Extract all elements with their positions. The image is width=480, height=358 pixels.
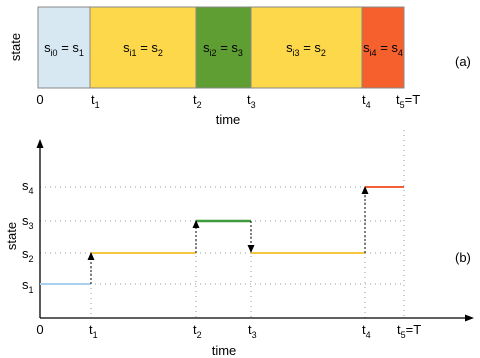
panel-a-ylabel: state — [8, 33, 23, 61]
state-label-s1: s1 — [22, 277, 34, 295]
segment-i2 — [195, 6, 252, 89]
panel-b-tick-t1: t1 — [89, 322, 98, 340]
transition-arrowhead-t4 — [361, 186, 369, 194]
panel-a-tick-t5: t5=T — [396, 92, 420, 110]
panel-a: state si0 = s1 si1 = s2 si2 = s3 si3 = s… — [8, 6, 471, 127]
transition-arrows — [90, 193, 366, 284]
panel-b-tick-t5: t5=T — [397, 322, 421, 340]
panel-b-tick-t2: t2 — [193, 322, 202, 340]
segment-i2-label: si2 = s3 — [203, 40, 243, 58]
transition-arrowhead-t2 — [192, 220, 200, 228]
transition-arrowhead-t1 — [87, 252, 95, 260]
panel-b-x-axis-arrowhead — [465, 314, 474, 322]
segment-i0-label: si0 = s1 — [44, 40, 84, 58]
transition-arrowhead-t3 — [247, 245, 255, 253]
panel-a-tick-0: 0 — [36, 92, 43, 107]
segment-i3-label: si3 = s2 — [286, 40, 326, 58]
segment-i4-label: si4 = s4 — [363, 40, 403, 58]
panel-a-tick-t3: t3 — [247, 92, 256, 110]
panel-b-y-axis-arrowhead — [36, 139, 44, 148]
panel-b-tick-0: 0 — [36, 322, 43, 337]
state-label-s2: s2 — [22, 246, 34, 264]
panel-b-label: (b) — [455, 250, 471, 265]
segment-i3 — [250, 6, 363, 89]
panel-a-tick-t2: t2 — [193, 92, 202, 110]
panel-b-ylabel: state — [4, 222, 19, 250]
segment-i1-label: si1 = s2 — [123, 40, 163, 58]
panel-b-grid — [40, 130, 405, 318]
panel-a-tick-t4: t4 — [362, 92, 371, 110]
panel-a-label: (a) — [455, 54, 471, 69]
segment-i4 — [361, 6, 405, 89]
segment-i1 — [89, 6, 197, 89]
panel-a-xlabel: time — [216, 112, 241, 127]
panel-a-tick-t1: t1 — [91, 92, 100, 110]
panel-b: state s1 s2 s3 s4 0 t1 t2 t3 t4 t — [4, 130, 474, 358]
panel-b-tick-t4: t4 — [362, 322, 371, 340]
panel-b-tick-t3: t3 — [248, 322, 257, 340]
state-label-s3: s3 — [22, 213, 34, 231]
state-label-s4: s4 — [22, 178, 34, 196]
panel-b-xlabel: time — [212, 343, 237, 358]
segment-i0 — [37, 6, 91, 89]
